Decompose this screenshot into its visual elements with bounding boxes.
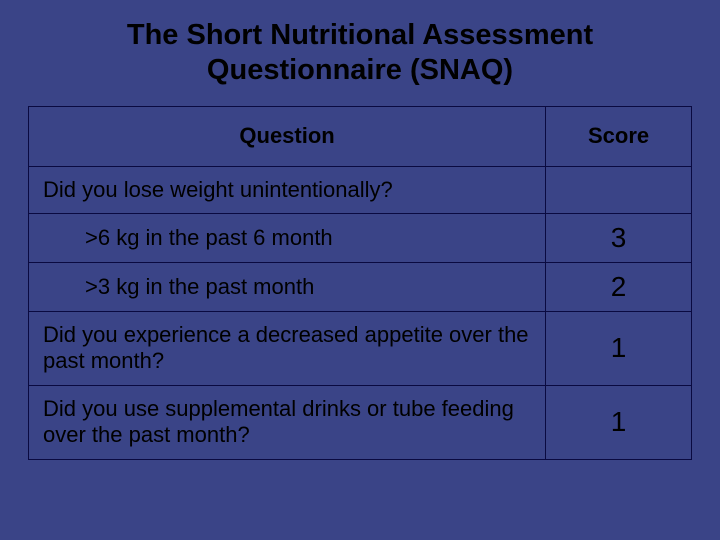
table-row: >6 kg in the past 6 month 3 [29,213,692,262]
snaq-table: Question Score Did you lose weight unint… [28,106,692,460]
question-cell: Did you use supplemental drinks or tube … [29,385,546,459]
score-cell: 3 [546,213,692,262]
table-header-row: Question Score [29,106,692,166]
question-cell: >3 kg in the past month [29,262,546,311]
question-cell: >6 kg in the past 6 month [29,213,546,262]
table-row: Did you experience a decreased appetite … [29,311,692,385]
score-cell [546,166,692,213]
header-question: Question [29,106,546,166]
question-cell: Did you lose weight unintentionally? [29,166,546,213]
header-score: Score [546,106,692,166]
score-cell: 1 [546,385,692,459]
question-cell: Did you experience a decreased appetite … [29,311,546,385]
table-row: Did you lose weight unintentionally? [29,166,692,213]
table-row: >3 kg in the past month 2 [29,262,692,311]
score-cell: 1 [546,311,692,385]
slide-title: The Short Nutritional Assessment Questio… [28,18,692,88]
table-row: Did you use supplemental drinks or tube … [29,385,692,459]
score-cell: 2 [546,262,692,311]
